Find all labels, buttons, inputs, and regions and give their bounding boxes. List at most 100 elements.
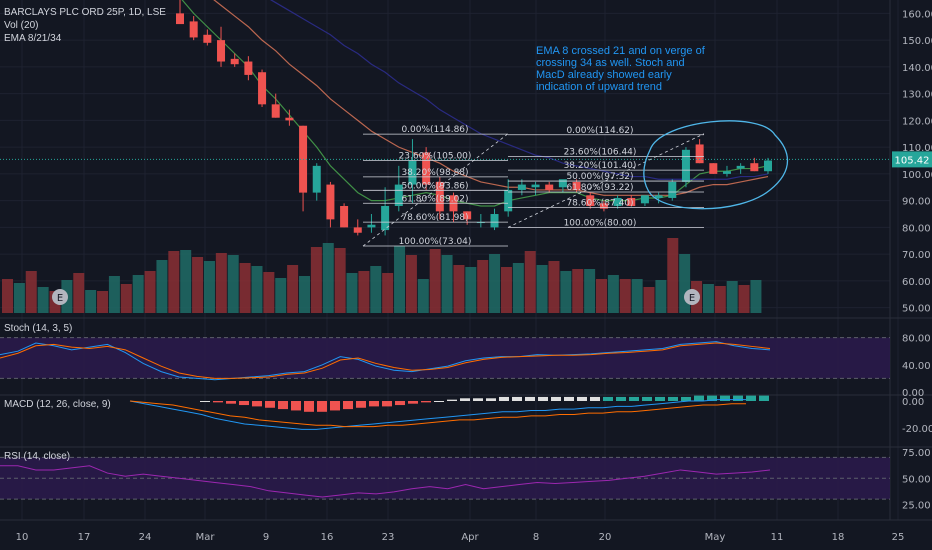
time-tick-label: Apr xyxy=(461,532,479,543)
macd-histogram-bar xyxy=(473,398,483,401)
volume-bar xyxy=(287,265,299,313)
volume-bar xyxy=(215,253,227,313)
time-tick-label: 23 xyxy=(382,532,395,543)
volume-bar xyxy=(619,279,631,313)
macd-histogram-bar xyxy=(239,401,249,406)
volume-bar xyxy=(132,275,144,313)
price-tick-label: 140.00 xyxy=(902,63,932,74)
rsi-tick-label: 25.00 xyxy=(902,500,931,511)
candle-body xyxy=(176,13,184,25)
volume-label: Vol (20) xyxy=(4,20,39,31)
fib-level-label: 50.00%(93.86) xyxy=(401,181,468,191)
volume-bar xyxy=(310,247,322,313)
volume-bar xyxy=(738,285,750,313)
macd-histogram-bar xyxy=(317,401,327,412)
macd-tick-label: 0.00 xyxy=(902,397,924,408)
macd-histogram-bar xyxy=(746,395,756,401)
volume-bar xyxy=(714,286,726,313)
candle-body xyxy=(326,184,335,220)
price-tick-label: 100.00 xyxy=(902,170,932,181)
candle-body xyxy=(517,184,526,190)
volume-bar xyxy=(120,284,132,313)
macd-label: MACD (12, 26, close, 9) xyxy=(4,399,111,410)
candle-body xyxy=(422,152,431,185)
volume-bar xyxy=(358,271,370,313)
fib-level-label: 78.60%(81.98) xyxy=(401,213,468,223)
candle-body xyxy=(230,58,239,65)
annotation-note: EMA 8 crossed 21 and on verge of crossin… xyxy=(536,45,705,93)
candle-body xyxy=(504,189,513,212)
volume-bar xyxy=(596,279,607,313)
macd-histogram-bar xyxy=(291,401,301,411)
symbol-title: BARCLAYS PLC ORD 25P, 1D, LSE xyxy=(4,7,166,18)
candle-body xyxy=(312,165,321,193)
fib-trend-line xyxy=(362,133,509,247)
price-tick-label: 90.00 xyxy=(902,197,931,208)
stoch-label: Stoch (14, 3, 5) xyxy=(4,323,73,334)
candle-body xyxy=(340,205,349,228)
volume-bar xyxy=(441,255,453,313)
macd-histogram-bar xyxy=(408,401,418,404)
candle-body xyxy=(681,149,690,182)
candle-body xyxy=(599,203,608,209)
candle-body xyxy=(627,197,636,206)
volume-bar xyxy=(489,254,501,313)
macd-histogram-bar xyxy=(590,396,600,401)
macd-histogram-bar xyxy=(265,401,275,408)
volume-bar xyxy=(346,273,358,313)
candle-body xyxy=(586,195,595,206)
volume-bar xyxy=(251,266,263,313)
macd-histogram-bar xyxy=(668,396,678,401)
macd-histogram-bar xyxy=(369,401,379,407)
volume-bar xyxy=(405,255,417,313)
volume-bar xyxy=(394,246,406,313)
fib-level-label: 23.60%(105.00) xyxy=(399,152,472,162)
candle-body xyxy=(750,163,759,172)
macd-histogram-bar xyxy=(694,395,704,401)
volume-bar xyxy=(477,260,489,313)
candle-body xyxy=(654,195,663,198)
volume-bar xyxy=(382,273,394,313)
stoch-k-line xyxy=(0,341,771,381)
fib-level-label: 0.00%(114.62) xyxy=(566,126,633,136)
macd-histogram-bar xyxy=(434,401,444,402)
stoch-tick-label: 0.00 xyxy=(902,388,924,399)
candle-body xyxy=(271,104,280,118)
volume-bar xyxy=(322,243,334,313)
time-tick-label: 16 xyxy=(321,532,334,543)
volume-bar xyxy=(168,251,180,313)
macd-histogram-bar xyxy=(733,395,743,401)
price-tick-label: 80.00 xyxy=(902,223,931,234)
volume-bar xyxy=(631,279,643,313)
volume-bar xyxy=(2,279,13,313)
macd-histogram-bar xyxy=(642,396,652,401)
earnings-marker-label: E xyxy=(689,293,695,304)
stoch-band xyxy=(0,337,890,379)
macd-histogram-bar xyxy=(629,396,639,401)
price-tick-label: 130.00 xyxy=(902,90,932,101)
candle-body xyxy=(367,224,376,228)
ema21-line xyxy=(213,0,769,196)
macd-tick-label: -20.00 xyxy=(902,424,932,435)
fib-level-label: 50.00%(97.32) xyxy=(566,172,633,182)
volume-bar xyxy=(679,254,691,313)
candle-body xyxy=(217,40,226,62)
macd-histogram-bar xyxy=(356,401,366,408)
volume-bar xyxy=(192,257,204,313)
earnings-marker-icon xyxy=(52,289,68,305)
volume-bar xyxy=(275,278,287,313)
ema34-line xyxy=(269,0,769,180)
volume-bar xyxy=(299,276,310,313)
volume-bar xyxy=(655,280,667,313)
macd-histogram-bar xyxy=(395,401,405,406)
volume-bar xyxy=(73,273,85,313)
volume-bar xyxy=(702,284,714,313)
price-tick-label: 60.00 xyxy=(902,277,931,288)
macd-histogram-bar xyxy=(564,396,574,401)
candle-body xyxy=(381,205,390,231)
rsi-tick-label: 75.00 xyxy=(902,448,931,459)
price-tick-label: 160.00 xyxy=(902,9,932,20)
volume-bar xyxy=(453,265,465,313)
